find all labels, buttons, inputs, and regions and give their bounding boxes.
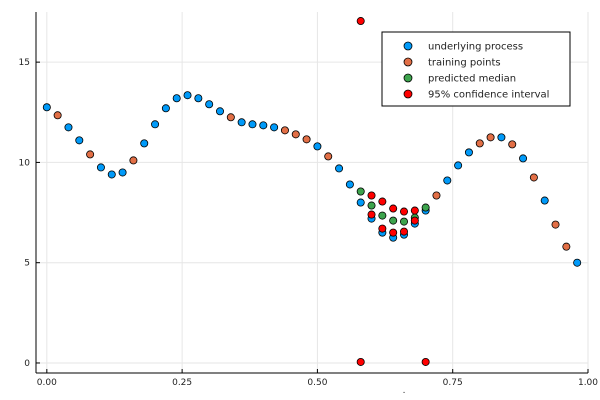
legend-label: training points xyxy=(428,58,501,69)
data-point xyxy=(194,94,203,103)
data-point xyxy=(367,201,376,210)
data-point xyxy=(389,204,398,213)
data-point xyxy=(529,173,538,182)
data-point xyxy=(464,148,473,157)
data-point xyxy=(421,357,430,366)
data-point xyxy=(378,211,387,220)
series-1 xyxy=(53,111,571,251)
legend-box xyxy=(381,31,571,107)
data-point xyxy=(356,17,365,26)
data-point xyxy=(248,120,257,129)
data-point xyxy=(356,357,365,366)
series-3 xyxy=(356,17,430,366)
series-0 xyxy=(42,91,582,267)
x-axis-label: . xyxy=(403,386,406,396)
data-point xyxy=(562,242,571,251)
data-point xyxy=(345,180,354,189)
data-point xyxy=(64,123,73,132)
data-point xyxy=(443,176,452,185)
data-point xyxy=(280,126,289,135)
data-point xyxy=(215,107,224,116)
data-point xyxy=(410,216,419,225)
data-point xyxy=(551,220,560,229)
x-tick-label: 0.50 xyxy=(307,378,327,388)
data-point xyxy=(356,198,365,207)
data-points xyxy=(42,17,582,366)
data-point xyxy=(399,207,408,216)
data-point xyxy=(540,196,549,205)
data-point xyxy=(389,228,398,237)
data-point xyxy=(291,130,300,139)
legend-label: predicted median xyxy=(428,74,516,85)
legend-label: underlying process xyxy=(428,42,523,53)
data-point xyxy=(454,161,463,170)
data-point xyxy=(313,142,322,151)
legend-marker xyxy=(403,57,413,67)
x-tick-label: 1.00 xyxy=(578,378,598,388)
data-point xyxy=(367,191,376,200)
data-point xyxy=(86,150,95,159)
data-point xyxy=(151,120,160,129)
x-tick-label: 0.25 xyxy=(172,378,192,388)
data-point xyxy=(378,224,387,233)
data-point xyxy=(237,118,246,127)
data-point xyxy=(335,164,344,173)
x-tick-label: 0.00 xyxy=(37,378,57,388)
data-point xyxy=(270,123,279,132)
legend-marker xyxy=(403,73,413,83)
data-point xyxy=(475,139,484,148)
data-point xyxy=(356,187,365,196)
data-point xyxy=(367,210,376,219)
axes xyxy=(35,12,588,374)
data-point xyxy=(519,154,528,163)
legend-marker xyxy=(403,89,413,99)
data-point xyxy=(432,191,441,200)
legend-label: 95% confidence interval xyxy=(428,90,549,101)
legend: underlying process training points predict… xyxy=(381,31,571,107)
data-point xyxy=(410,206,419,215)
data-point xyxy=(205,100,214,109)
data-point xyxy=(573,258,582,267)
data-point xyxy=(161,104,170,113)
data-point xyxy=(259,121,268,130)
x-tick-label: 0.75 xyxy=(443,378,463,388)
data-point xyxy=(118,168,127,177)
data-point xyxy=(96,163,105,172)
data-point xyxy=(226,113,235,122)
data-point xyxy=(389,216,398,225)
data-point xyxy=(399,217,408,226)
data-point xyxy=(508,140,517,149)
data-point xyxy=(497,133,506,142)
y-tick-label: 5 xyxy=(24,259,30,269)
data-point xyxy=(172,94,181,103)
data-point xyxy=(75,136,84,145)
data-point xyxy=(421,203,430,212)
y-tick-label: 10 xyxy=(19,158,31,168)
data-point xyxy=(107,170,116,179)
data-point xyxy=(53,111,62,120)
data-point xyxy=(42,103,51,112)
legend-marker xyxy=(403,41,413,51)
y-tick-label: 0 xyxy=(24,359,30,369)
data-point xyxy=(399,227,408,236)
y-tick-label: 15 xyxy=(19,58,30,68)
data-point xyxy=(324,152,333,161)
data-point xyxy=(183,91,192,100)
data-point xyxy=(486,133,495,142)
data-point xyxy=(140,139,149,148)
data-point xyxy=(129,156,138,165)
ticks: 0.00 0.25 0.50 0.75 1.00 0 5 10 15 xyxy=(19,58,599,388)
data-point xyxy=(302,135,311,144)
data-point xyxy=(378,197,387,206)
